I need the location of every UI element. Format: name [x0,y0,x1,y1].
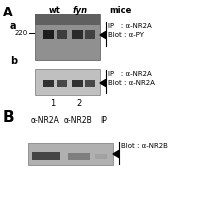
Polygon shape [100,31,106,39]
Bar [43,30,54,39]
Text: fyn: fyn [72,6,88,15]
Bar [32,152,60,160]
Bar [43,80,54,87]
Text: 1: 1 [50,99,56,108]
Bar [28,143,113,165]
Bar [57,30,67,39]
Polygon shape [113,150,119,158]
Text: b: b [10,56,17,66]
Text: Blot : α-NR2B: Blot : α-NR2B [121,143,168,149]
Text: Blot : α-NR2A: Blot : α-NR2A [108,80,155,86]
Bar [35,14,100,60]
Text: α-NR2B: α-NR2B [64,116,92,125]
Bar [35,69,100,95]
Bar [72,80,83,87]
Text: 2: 2 [76,99,82,108]
Bar [57,80,67,87]
Text: a: a [10,21,17,31]
Text: 220: 220 [15,30,28,36]
Polygon shape [100,79,106,87]
Text: A: A [3,6,13,19]
Text: IP   : α-NR2A: IP : α-NR2A [108,71,152,77]
Text: IP   : α-NR2A: IP : α-NR2A [108,23,152,29]
Text: B: B [3,110,15,125]
Bar [35,14,100,25]
Text: α-NR2A: α-NR2A [31,116,59,125]
Bar [68,153,90,160]
Bar [85,80,95,87]
Text: wt: wt [49,6,61,15]
Bar [72,30,83,39]
Bar [95,154,107,159]
Text: Blot : α-PY: Blot : α-PY [108,32,144,38]
Bar [85,30,95,39]
Text: IP: IP [101,116,108,125]
Text: mice: mice [109,6,131,15]
